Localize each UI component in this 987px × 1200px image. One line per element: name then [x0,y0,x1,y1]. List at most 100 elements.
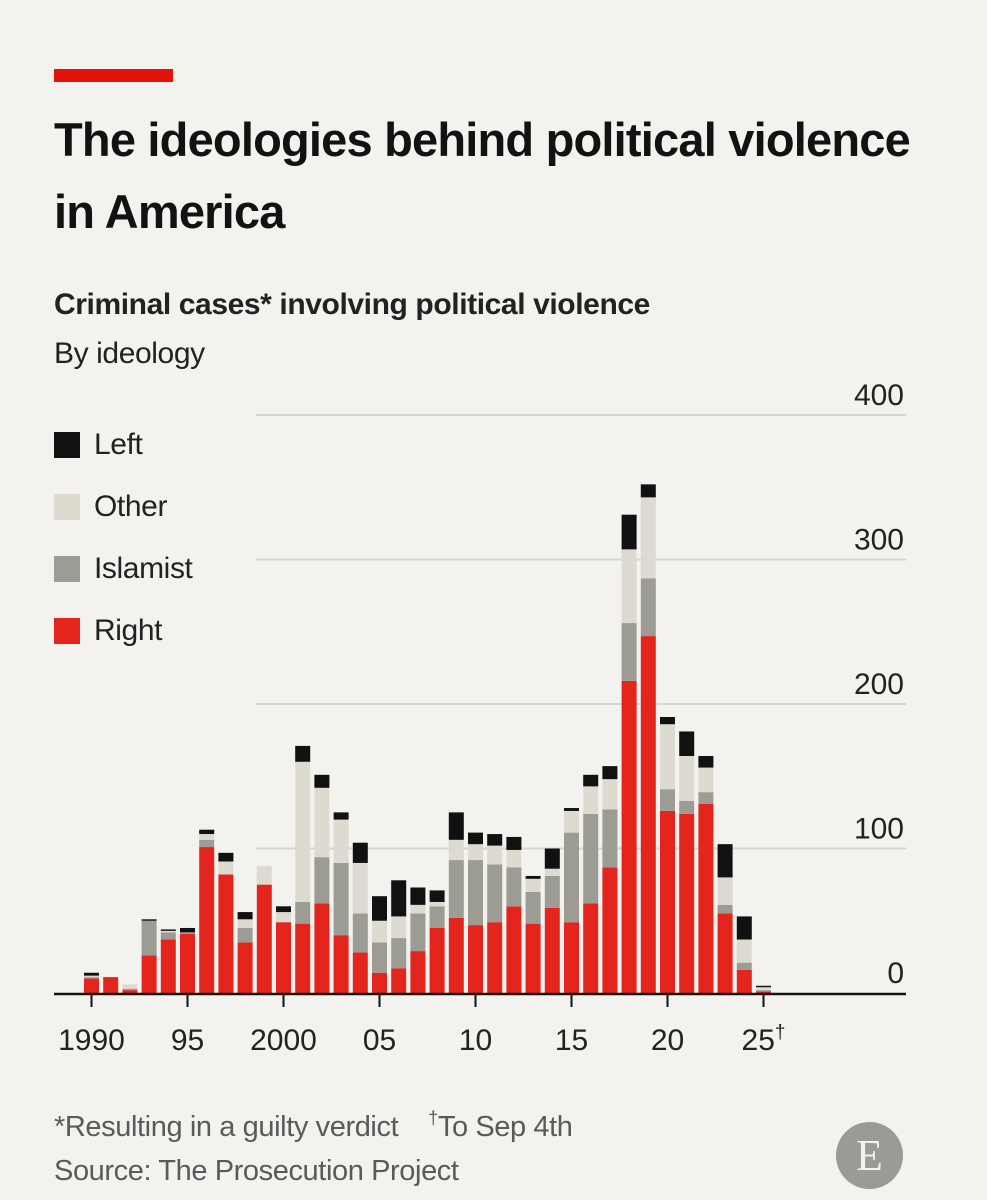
bar-left-2011 [487,834,503,846]
bar-right-2018 [621,680,637,993]
bar-islamist-2015 [564,832,579,923]
bar-right-2006 [391,968,407,993]
x-tick-label: 05 [363,1024,396,1057]
bar-other-2014 [544,868,560,876]
legend-swatch-left [54,432,80,458]
legend-label-left: Left [94,428,143,461]
bar-islamist-2006 [391,938,407,969]
bar-right-1995 [180,933,195,993]
bar-left-1995 [180,927,195,933]
bar-other-2013 [525,878,541,892]
bar-other-2024 [736,939,752,963]
bar-right-1997 [218,874,234,993]
bar-islamist-2003 [333,862,349,936]
bar-islamist-1998 [237,927,253,943]
x-tick-label: 25† [742,1022,786,1057]
bar-right-1992 [122,990,138,993]
bar-left-2009 [448,812,464,840]
bar-right-2009 [448,917,464,993]
bar-left-1996 [199,829,215,835]
legend-label-other: Other [94,490,168,523]
bar-left-2020 [660,717,675,725]
bar-right-2016 [583,903,599,993]
bar-left-2014 [544,848,560,869]
footnote-date: To Sep 4th [437,1111,573,1143]
y-tick-label: 0 [887,957,904,990]
legend-label-right: Right [94,614,163,647]
bar-other-1999 [256,865,272,885]
bar-islamist-2017 [602,809,618,868]
legend-item-left: Left [54,414,192,476]
bar-other-1998 [237,919,253,928]
bar-left-1997 [218,852,234,862]
accent-bar [54,69,173,82]
y-tick-label: 300 [854,524,904,557]
bar-right-2008 [429,927,445,993]
bar-islamist-1993 [141,920,157,956]
bar-islamist-1995 [180,932,195,934]
bar-right-2015 [564,922,579,993]
bar-right-2007 [410,951,426,993]
bar-left-1998 [237,912,253,920]
bar-other-2007 [410,904,426,914]
bar-other-1990 [84,975,99,978]
legend-label-islamist: Islamist [94,552,193,585]
bar-left-2005 [372,896,387,921]
bar-other-2003 [333,819,349,863]
bar-left-2007 [410,887,426,905]
bar-left-1993 [141,919,157,921]
bar-other-2000 [276,912,291,923]
bar-right-1999 [256,884,272,993]
x-tick-label: 15 [555,1024,588,1057]
legend: Left Other Islamist Right [54,414,193,662]
x-tick-label: 2000 [250,1024,317,1057]
bar-left-2015 [564,808,579,811]
bar-left-2021 [679,731,695,757]
bar-other-2010 [468,844,483,861]
bar-islamist-2007 [410,913,426,952]
bar-right-2011 [487,922,503,993]
legend-item-islamist: Islamist [54,538,193,600]
y-tick-label: 100 [854,813,904,846]
footnote-guilty: *Resulting in a guilty verdict [54,1111,399,1143]
bar-right-2019 [640,636,656,993]
x-tick-label: 1990 [58,1024,125,1057]
bar-right-2005 [372,972,387,993]
legend-swatch-islamist [54,556,80,582]
bar-left-2013 [525,875,541,879]
bar-left-1994 [160,929,176,931]
chart-subtitle-secondary: By ideology [54,337,205,370]
bar-left-2019 [640,484,656,498]
bar-left-2001 [295,745,311,762]
bar-left-1990 [84,972,99,976]
y-tick-label: 200 [854,668,904,701]
bar-islamist-2005 [372,942,387,973]
bar-other-2022 [698,767,714,793]
bar-other-2023 [717,877,733,905]
bar-right-1991 [103,977,119,993]
legend-item-right: Right [54,600,192,662]
bar-right-2022 [698,803,714,993]
bar-right-2003 [333,935,349,993]
bar-left-2022 [698,756,714,768]
x-tick-label: 20 [651,1024,684,1057]
bar-other-1994 [160,930,176,933]
bar-left-2012 [506,836,522,850]
chart-subtitle: Criminal cases* involving political viol… [54,288,650,321]
footnote: *Resulting in a guilty verdict †To Sep 4t… [54,1108,573,1144]
bar-other-1997 [218,861,234,875]
legend-swatch-right [54,618,80,644]
bar-other-2004 [352,862,368,914]
bar-left-2018 [621,514,637,550]
bar-right-2000 [276,922,291,993]
bar-right-2012 [506,906,522,993]
bar-right-2001 [295,923,311,993]
footnote-dagger: † [428,1108,438,1128]
bar-other-2005 [372,920,387,943]
bar-right-1998 [237,942,253,993]
legend-item-other: Other [54,476,192,538]
bar-islamist-2009 [448,860,464,918]
bar-other-2009 [448,839,464,861]
bar-islamist-2012 [506,867,522,907]
bar-right-2013 [525,923,541,993]
